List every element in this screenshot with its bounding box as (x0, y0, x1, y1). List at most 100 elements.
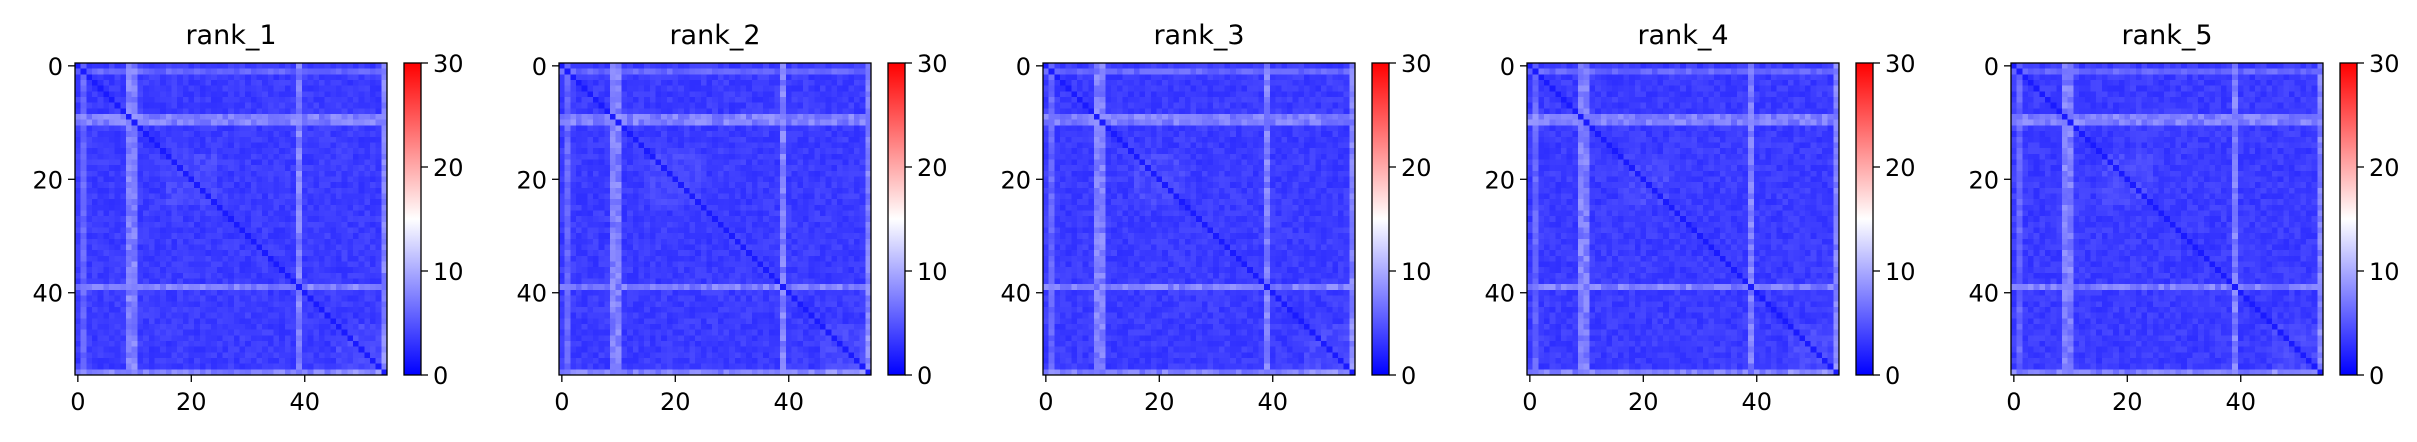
heatmap-cell (86, 142, 92, 148)
heatmap-cell (809, 137, 815, 143)
heatmap-cell (92, 131, 98, 137)
heatmap-cell (359, 250, 365, 256)
heatmap-cell (200, 347, 206, 353)
heatmap-cell (279, 262, 285, 268)
heatmap-cell (621, 114, 627, 120)
heatmap-cell (262, 86, 268, 92)
heatmap-cell (837, 108, 843, 114)
heatmap-cell (809, 86, 815, 92)
heatmap-cell (860, 103, 866, 109)
heatmap-cell (177, 233, 183, 239)
heatmap-cell (245, 296, 251, 302)
colorbar-tick-label: 20 (433, 154, 464, 182)
heatmap-cell (234, 233, 240, 239)
heatmap-cell (262, 142, 268, 148)
heatmap-cell (120, 341, 126, 347)
heatmap-cell (353, 216, 359, 222)
heatmap-cell (234, 154, 240, 160)
heatmap-cell (325, 137, 331, 143)
heatmap-cell (661, 154, 667, 160)
heatmap-cell (200, 103, 206, 109)
heatmap-cell (854, 171, 860, 177)
heatmap-cell (75, 91, 81, 97)
heatmap-cell (376, 273, 382, 279)
heatmap-cell (758, 97, 764, 103)
heatmap-cell (593, 148, 599, 154)
heatmap-cell (342, 222, 348, 228)
heatmap-cell (616, 216, 622, 222)
heatmap-cell (582, 182, 588, 188)
heatmap-cell (627, 250, 633, 256)
heatmap-cell (706, 114, 712, 120)
heatmap-cell (712, 137, 718, 143)
heatmap-cell (689, 148, 695, 154)
heatmap-cell (780, 91, 786, 97)
heatmap-cell (678, 216, 684, 222)
heatmap-cell (103, 80, 109, 86)
heatmap-cell (279, 114, 285, 120)
heatmap-cell (149, 137, 155, 143)
heatmap-cell (234, 120, 240, 126)
heatmap-cell (279, 256, 285, 262)
heatmap-cell (132, 341, 138, 347)
heatmap-cell (820, 205, 826, 211)
heatmap-cell (194, 182, 200, 188)
heatmap-cell (706, 120, 712, 126)
heatmap-cell (86, 313, 92, 319)
heatmap-cell (780, 97, 786, 103)
heatmap-cell (92, 262, 98, 268)
heatmap-cell (650, 199, 656, 205)
heatmap-cell (746, 188, 752, 194)
heatmap-cell (684, 108, 690, 114)
heatmap-cell (814, 233, 820, 239)
heatmap-cell (81, 193, 87, 199)
heatmap-cell (296, 97, 302, 103)
heatmap-cell (268, 74, 274, 80)
heatmap-cell (809, 233, 815, 239)
heatmap-cell (775, 63, 781, 69)
heatmap-cell (234, 284, 240, 290)
heatmap-cell (228, 262, 234, 268)
heatmap-cell (274, 228, 280, 234)
heatmap-cell (701, 199, 707, 205)
heatmap-cell (325, 358, 331, 364)
heatmap-cell (621, 69, 627, 75)
heatmap-cell (279, 318, 285, 324)
heatmap-cell (695, 210, 701, 216)
heatmap-cell (240, 301, 246, 307)
heatmap-cell (376, 114, 382, 120)
heatmap-cell (75, 262, 81, 268)
heatmap-cell (353, 313, 359, 319)
heatmap-cell (342, 296, 348, 302)
heatmap-cell (735, 216, 741, 222)
heatmap-cell (792, 91, 798, 97)
heatmap-cell (160, 80, 166, 86)
heatmap-cell (695, 80, 701, 86)
heatmap-cell (718, 193, 724, 199)
heatmap-cell (330, 301, 336, 307)
heatmap-cell (582, 188, 588, 194)
heatmap-cell (194, 250, 200, 256)
heatmap-cell (132, 273, 138, 279)
heatmap-cell (257, 210, 263, 216)
heatmap-cell (814, 245, 820, 251)
heatmap-cell (149, 352, 155, 358)
heatmap-cell (75, 210, 81, 216)
heatmap-cell (217, 324, 223, 330)
heatmap-cell (149, 318, 155, 324)
heatmap-cell (75, 148, 81, 154)
heatmap-cell (177, 341, 183, 347)
heatmap-cell (291, 318, 297, 324)
heatmap-cell (582, 80, 588, 86)
heatmap-cell (792, 205, 798, 211)
heatmap-cell (672, 239, 678, 245)
heatmap-cell (296, 262, 302, 268)
heatmap-cell (718, 69, 724, 75)
heatmap-cell (257, 296, 263, 302)
heatmap-cell (274, 74, 280, 80)
heatmap-cell (370, 74, 376, 80)
heatmap-cell (701, 97, 707, 103)
heatmap-cell (814, 114, 820, 120)
heatmap-cell (222, 296, 228, 302)
heatmap-cell (758, 131, 764, 137)
